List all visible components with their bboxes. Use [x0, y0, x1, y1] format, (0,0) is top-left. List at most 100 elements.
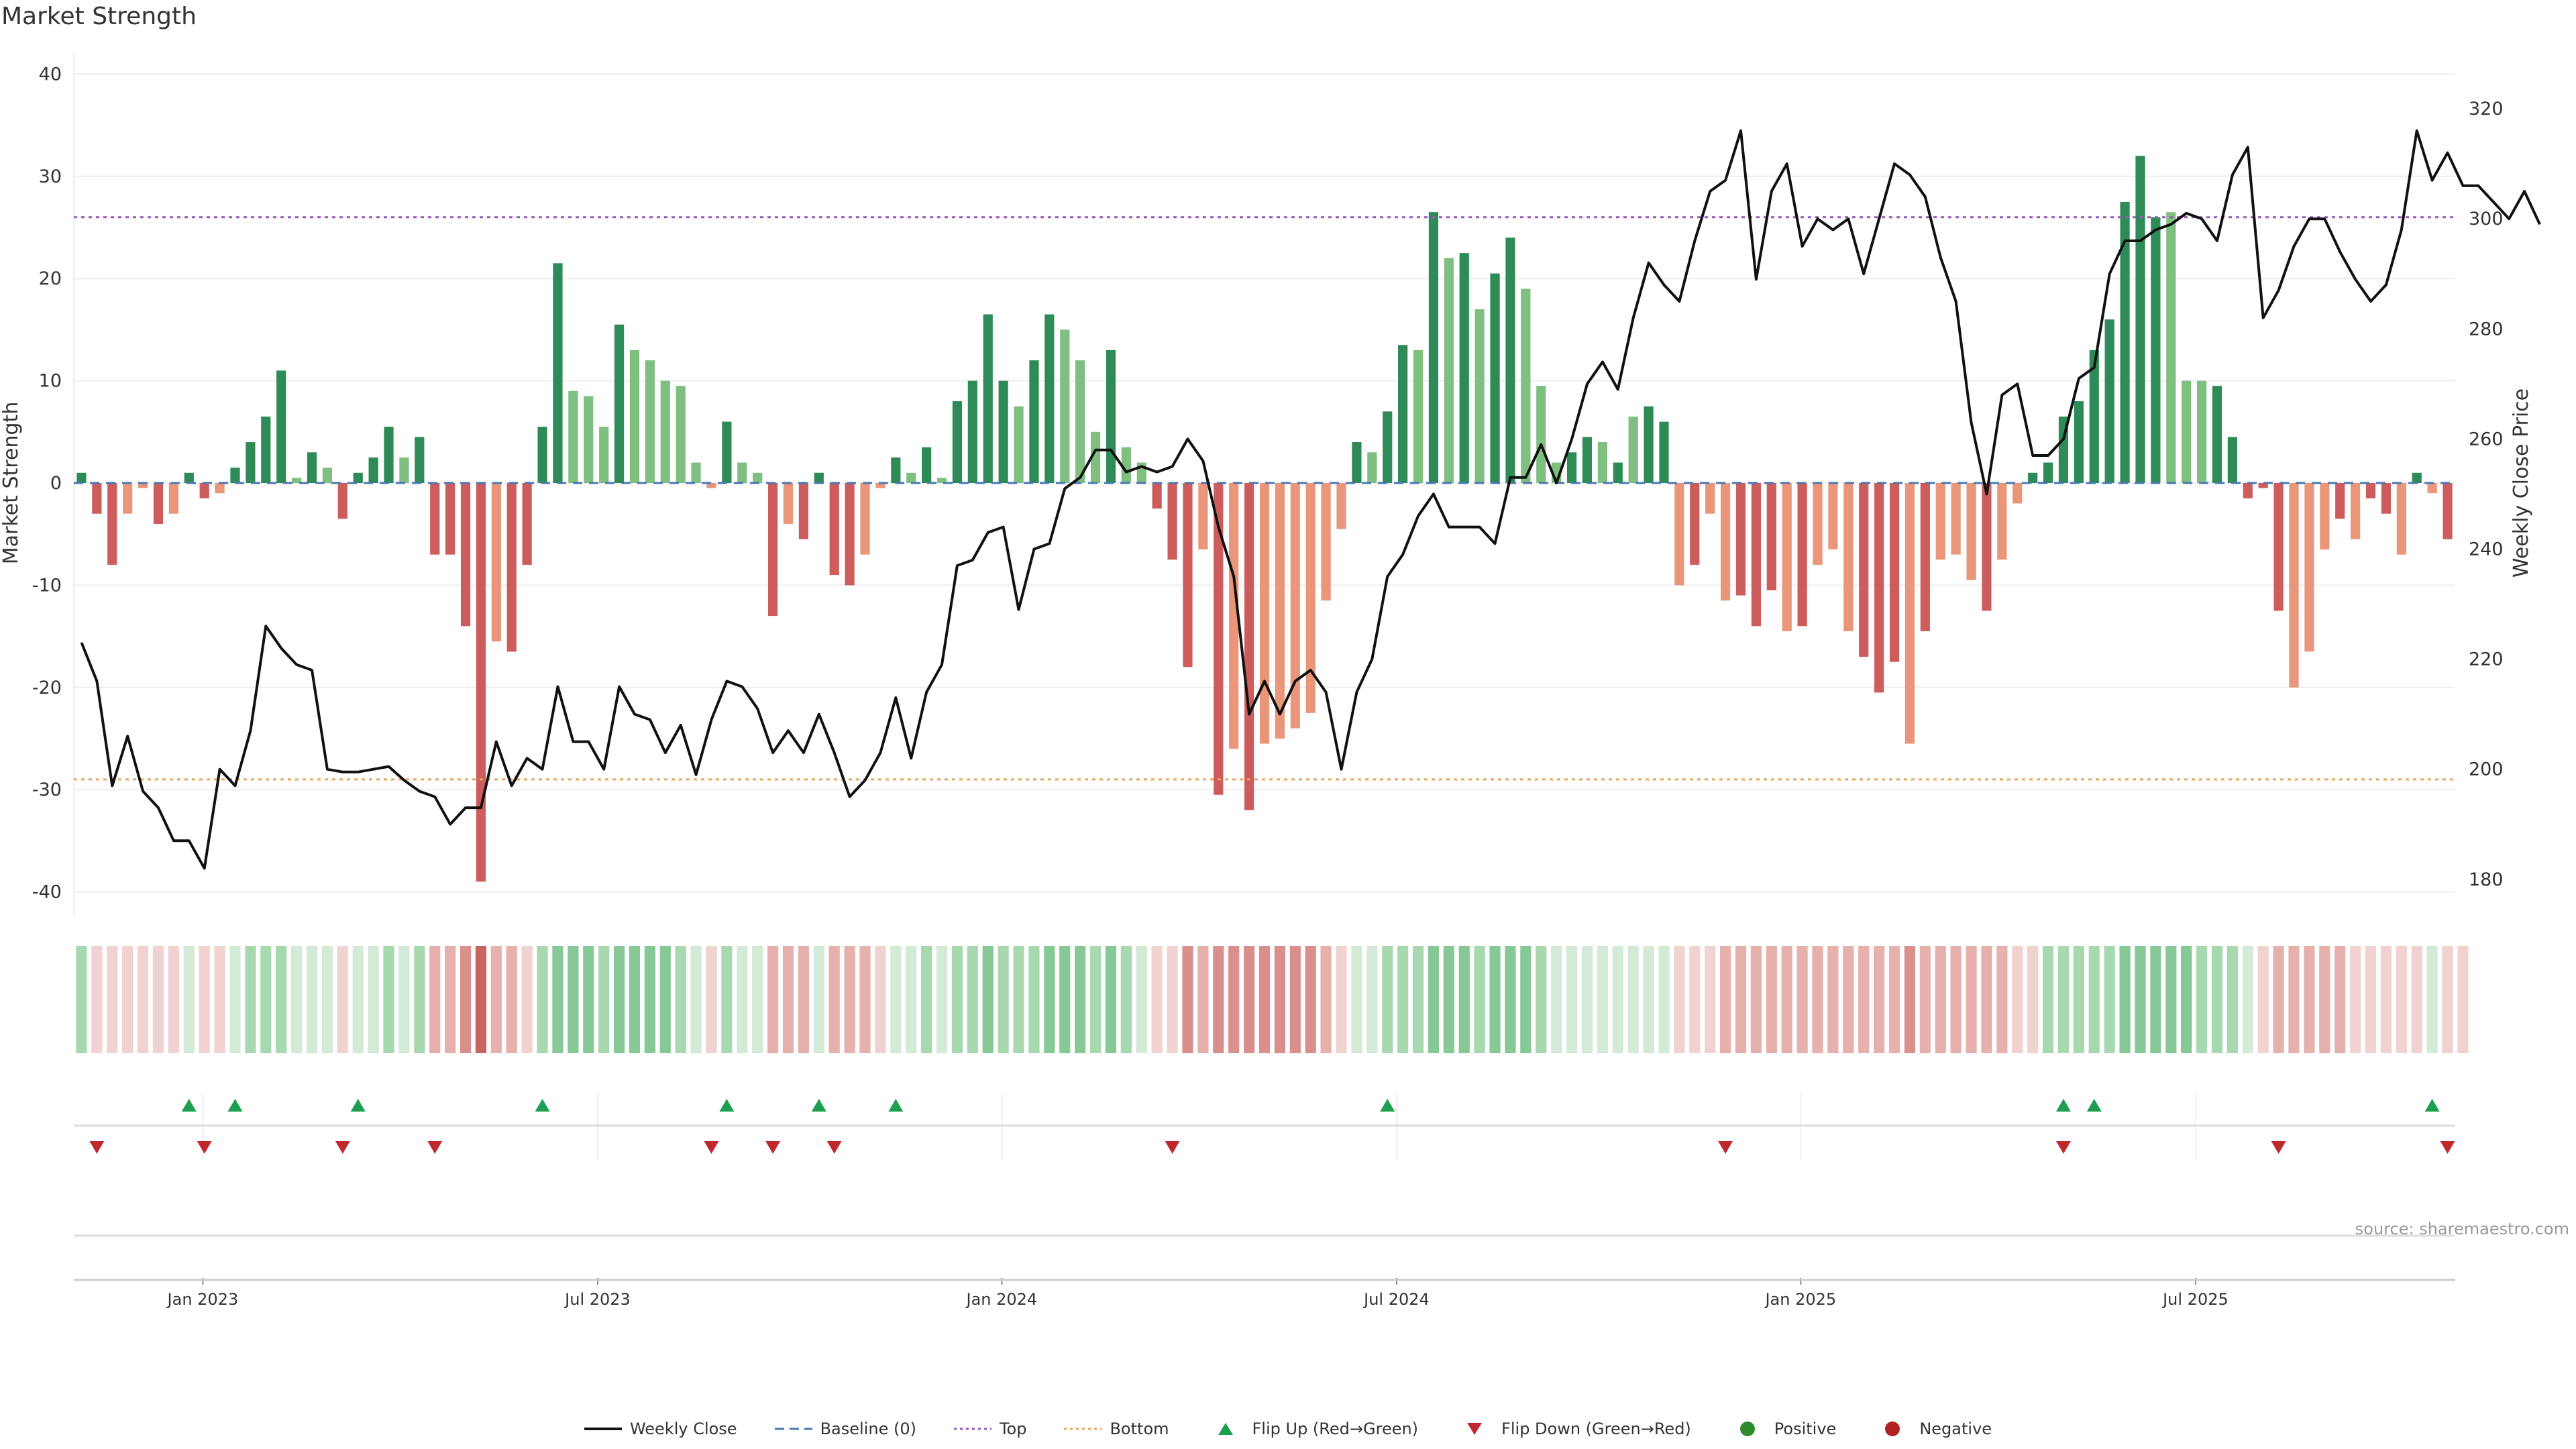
flip-down-marker — [197, 1141, 212, 1154]
x-tick-label: Jan 2025 — [1764, 1290, 1836, 1309]
flip-down-marker — [2440, 1141, 2455, 1154]
strength-bar — [798, 483, 809, 539]
strength-bar — [1644, 406, 1654, 483]
heat-cell — [906, 946, 917, 1053]
x-tick-label: Jan 2024 — [965, 1290, 1038, 1309]
heat-cell — [245, 946, 256, 1053]
strength-bar — [1229, 483, 1239, 749]
heat-cell — [1013, 946, 1024, 1053]
strength-bar — [1766, 483, 1776, 590]
strength-bar — [1597, 442, 1607, 483]
x-tick-label: Jan 2023 — [166, 1290, 239, 1309]
strength-bar — [722, 421, 732, 483]
heat-cell — [967, 946, 978, 1053]
strength-bar — [1459, 253, 1469, 483]
strength-bar — [168, 483, 178, 514]
strength-bar — [76, 472, 87, 483]
heat-cell — [383, 946, 394, 1053]
strength-bar — [1214, 483, 1224, 795]
flip-down-marker — [89, 1141, 105, 1154]
strength-bar — [891, 457, 901, 483]
heat-cell — [214, 946, 225, 1053]
strength-bar — [1014, 406, 1024, 483]
heat-cell — [1888, 946, 1900, 1053]
heat-cell — [1320, 946, 1332, 1053]
legend-item: Flip Up (Red→Green) — [1207, 1419, 1418, 1438]
heat-cell — [2150, 946, 2161, 1053]
strength-bar — [1859, 483, 1869, 657]
strength-bar — [629, 350, 640, 483]
strength-bar — [1290, 483, 1300, 729]
heat-cell — [414, 946, 425, 1053]
heat-cell — [828, 946, 840, 1053]
strength-bar — [584, 396, 594, 483]
heat-cell — [936, 946, 948, 1053]
flip-down-marker — [1165, 1141, 1180, 1154]
strength-bar — [337, 483, 347, 519]
heat-cell — [1858, 946, 1870, 1053]
heat-cell — [629, 946, 641, 1053]
y-tick-label: -10 — [32, 575, 62, 596]
heat-cell — [752, 946, 763, 1053]
heat-cell — [321, 946, 333, 1053]
strength-bar — [568, 390, 578, 483]
heat-cell — [951, 946, 963, 1053]
heat-cell — [2057, 946, 2070, 1053]
circle-icon — [1739, 1421, 1755, 1436]
strength-bar — [860, 483, 870, 555]
flip-up-marker — [719, 1099, 735, 1112]
legend-item: Positive — [1729, 1419, 1837, 1438]
strength-bar — [1920, 483, 1930, 631]
heat-cell — [352, 946, 364, 1053]
heat-cell — [445, 946, 456, 1053]
heat-cell — [2350, 946, 2361, 1053]
strength-bar — [1398, 345, 1408, 483]
strength-bar — [1198, 483, 1208, 550]
heat-cell — [460, 946, 472, 1053]
dashed-line-icon — [774, 1428, 812, 1430]
heat-cell — [1412, 946, 1424, 1053]
heat-cell — [998, 946, 1009, 1053]
heat-cell — [1750, 946, 1762, 1053]
strength-bar — [2227, 437, 2238, 483]
strength-bar — [1628, 416, 1638, 483]
strength-bar — [1044, 314, 1055, 483]
strength-bar — [2182, 380, 2192, 483]
heat-cell — [1167, 946, 1178, 1053]
flip-down-marker — [335, 1141, 350, 1154]
weekly-close-line — [80, 129, 2541, 870]
legend-label: Positive — [1774, 1419, 1837, 1438]
strength-bar — [1904, 483, 1915, 744]
heat-cell — [168, 946, 179, 1053]
heat-cell — [1612, 946, 1623, 1053]
strength-bar — [2258, 483, 2268, 488]
heat-cell — [1151, 946, 1163, 1053]
strength-bar — [2089, 350, 2099, 483]
strength-bar — [829, 483, 839, 576]
strength-bar — [1889, 483, 1900, 662]
heat-cell — [1689, 946, 1701, 1053]
strength-bar — [1536, 386, 1546, 483]
heat-cell — [1505, 946, 1516, 1053]
strength-bar — [1521, 288, 1531, 483]
flip-down-marker — [2055, 1141, 2071, 1154]
legend-label: Flip Down (Green→Red) — [1501, 1419, 1691, 1438]
heat-cell — [199, 946, 210, 1053]
legend-label: Weekly Close — [629, 1419, 737, 1438]
y2-tick-label: 240 — [2469, 539, 2504, 559]
circle-icon — [1885, 1421, 1900, 1436]
heat-cell — [1766, 946, 1777, 1053]
heat-cell — [1243, 946, 1255, 1053]
strength-bar — [1090, 431, 1101, 483]
heat-cell — [521, 946, 533, 1053]
heat-cell — [1536, 946, 1547, 1053]
strength-bar — [2120, 201, 2130, 483]
heat-cell — [1289, 946, 1301, 1053]
heat-cell — [1843, 946, 1854, 1053]
strength-bar — [353, 472, 363, 483]
strength-bar — [1352, 442, 1362, 483]
heat-cell — [659, 946, 671, 1053]
legend-item: Top — [953, 1419, 1026, 1438]
heat-cell — [2426, 946, 2438, 1053]
strength-bar — [537, 427, 547, 483]
